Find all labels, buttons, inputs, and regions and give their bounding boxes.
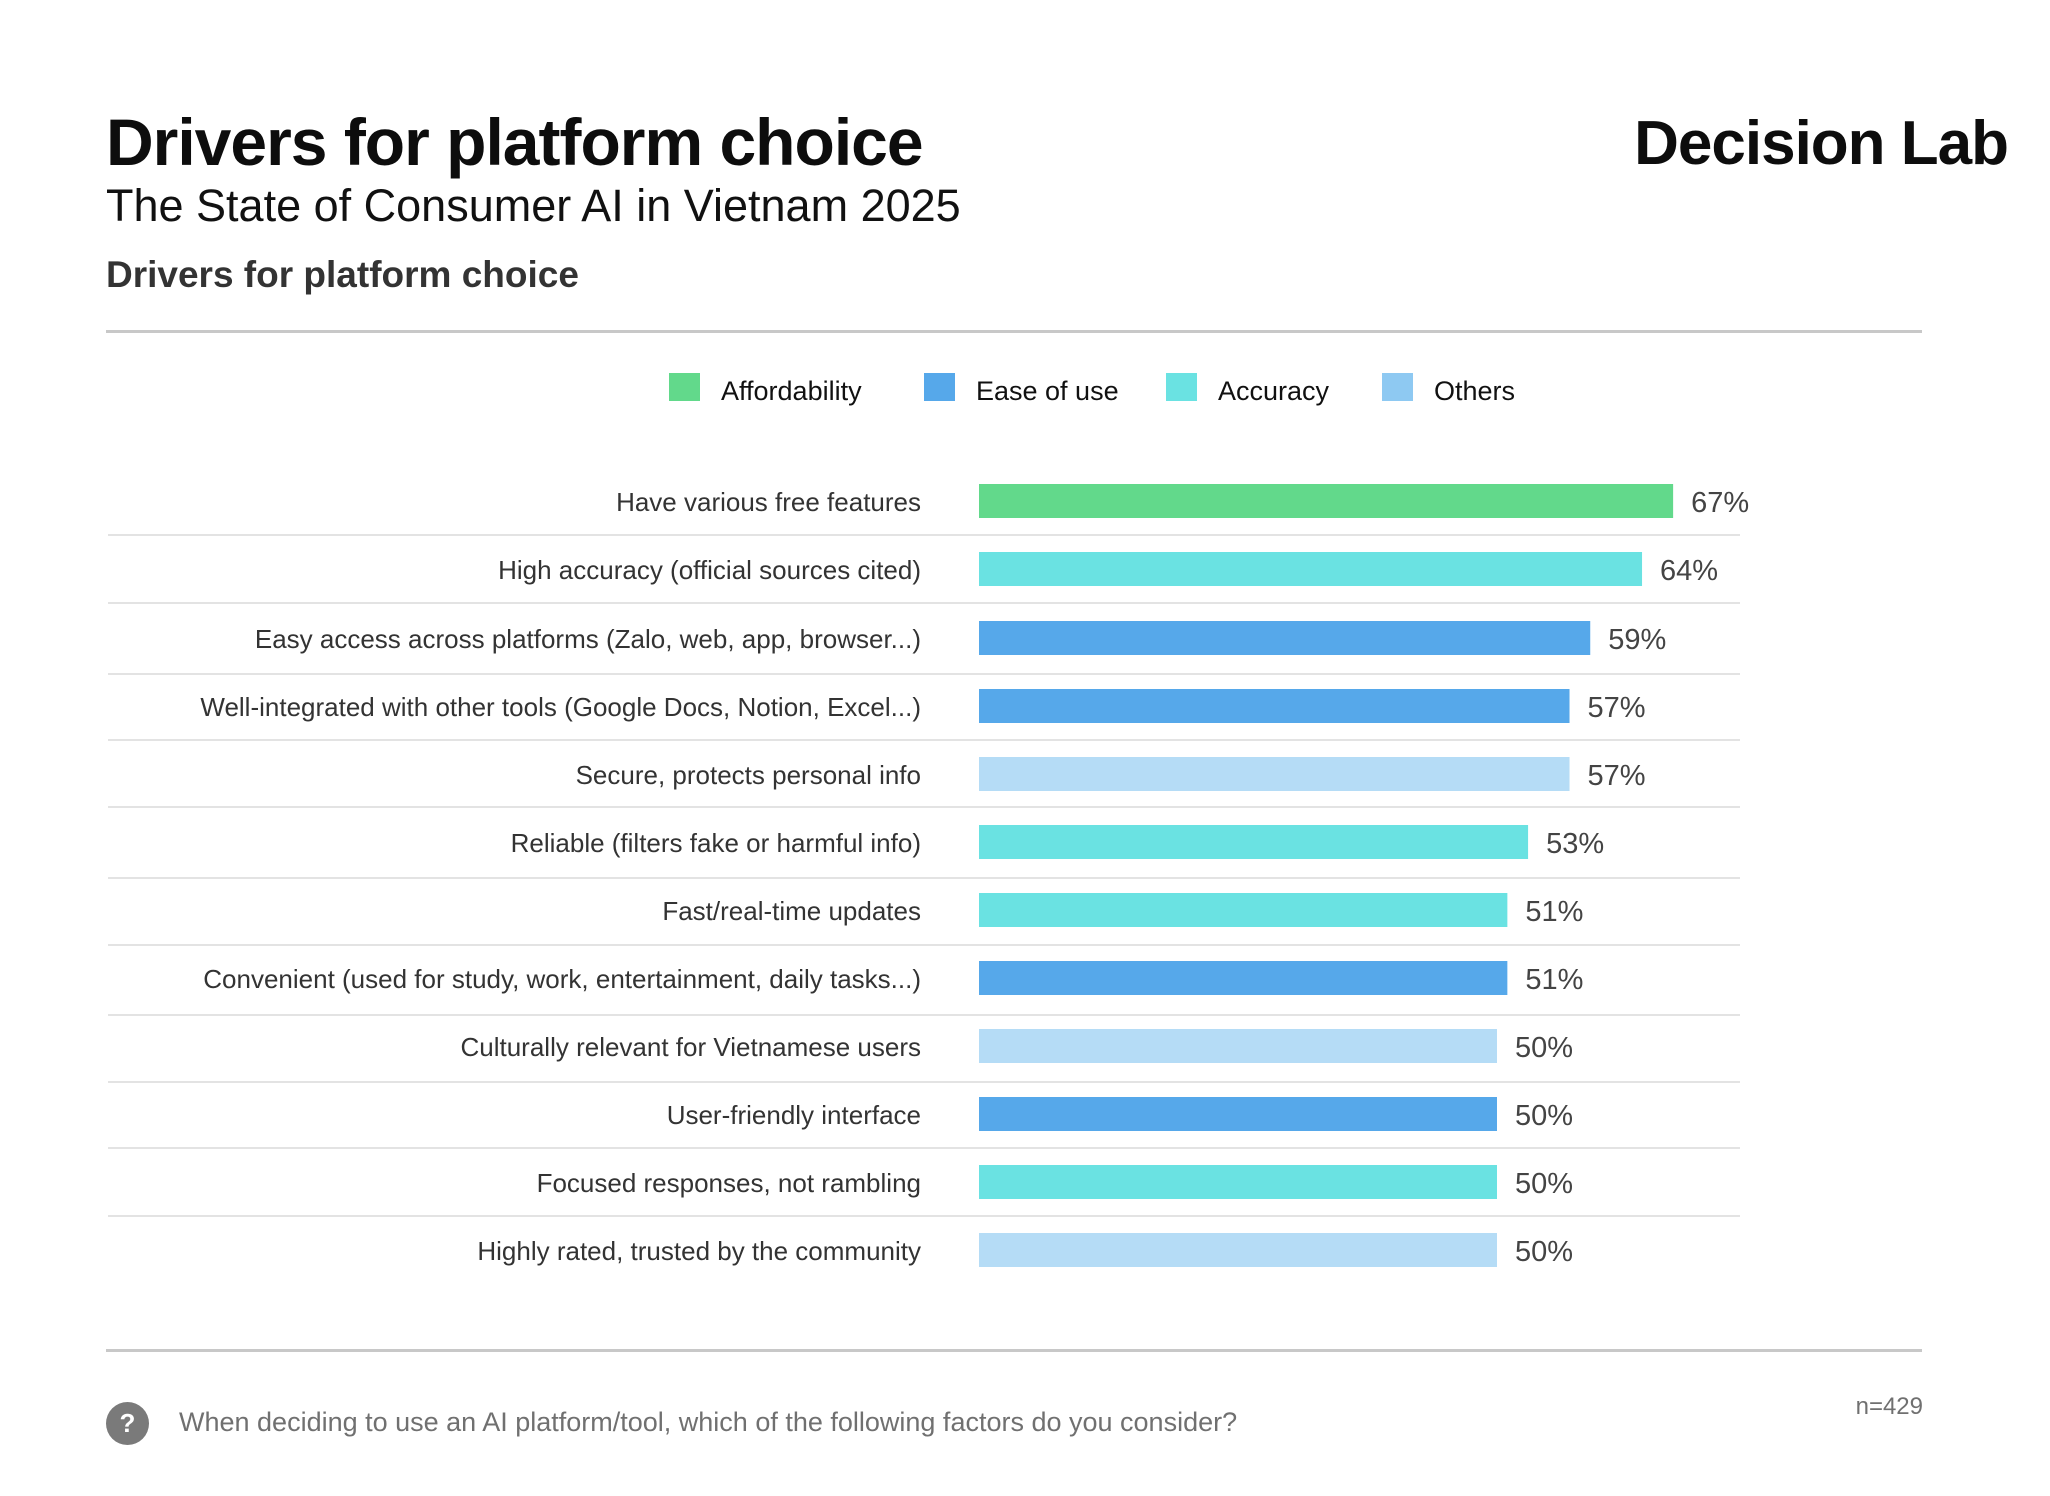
value-label: 67% xyxy=(1691,487,1749,519)
page-subtitle: The State of Consumer AI in Vietnam 2025 xyxy=(106,180,961,231)
category-label: Convenient (used for study, work, entert… xyxy=(203,964,921,994)
bar-highly-rated-trusted-by-the-community xyxy=(979,1233,1497,1267)
top-divider xyxy=(106,330,1922,333)
page-title: Drivers for platform choice xyxy=(106,105,924,179)
bar-high-accuracy-official-sources-cited xyxy=(979,552,1643,586)
bar-have-various-free-features xyxy=(979,484,1674,518)
legend-label-others: Others xyxy=(1434,376,1515,406)
legend-label-accuracy: Accuracy xyxy=(1218,376,1330,406)
category-label: Highly rated, trusted by the community xyxy=(477,1236,921,1266)
legend-label-ease-of-use: Ease of use xyxy=(976,376,1119,406)
value-label: 50% xyxy=(1515,1168,1573,1200)
category-label: Easy access across platforms (Zalo, web,… xyxy=(255,624,921,654)
category-label: Secure, protects personal info xyxy=(576,760,921,790)
bar-well-integrated-with-other-tools-google-docs-notion-excel xyxy=(979,689,1570,723)
bar-easy-access-across-platforms-zalo-web-app-browser xyxy=(979,621,1591,655)
sample-size: n=429 xyxy=(1855,1393,1923,1420)
value-label: 51% xyxy=(1525,964,1583,996)
legend-swatch-others xyxy=(1382,373,1413,401)
bar-secure-protects-personal-info xyxy=(979,757,1570,791)
category-label: Culturally relevant for Vietnamese users xyxy=(460,1032,921,1062)
value-label: 53% xyxy=(1546,828,1604,860)
legend-label-affordability: Affordability xyxy=(721,376,862,406)
bar-reliable-filters-fake-or-harmful-info xyxy=(979,825,1529,859)
value-label: 50% xyxy=(1515,1032,1573,1064)
brand-logo: Decision Lab xyxy=(1634,109,2009,178)
category-label: Reliable (filters fake or harmful info) xyxy=(511,828,921,858)
category-label: High accuracy (official sources cited) xyxy=(498,555,921,585)
category-label: Focused responses, not rambling xyxy=(537,1168,921,1198)
chart-rows: Have various free features 67% High accura… xyxy=(108,484,1749,1268)
value-label: 57% xyxy=(1588,692,1646,724)
bar-culturally-relevant-for-vietnamese-users xyxy=(979,1029,1497,1063)
category-label: Fast/real-time updates xyxy=(662,896,921,926)
chart-title: Drivers for platform choice xyxy=(106,254,579,295)
chart-legend: Affordability Ease of use Accuracy Others xyxy=(669,373,1515,406)
legend-swatch-ease-of-use xyxy=(924,373,955,401)
bottom-divider xyxy=(106,1349,1922,1352)
bar-user-friendly-interface xyxy=(979,1097,1497,1131)
legend-swatch-affordability xyxy=(669,373,700,401)
category-label: User-friendly interface xyxy=(667,1100,921,1130)
bar-fast-real-time-updates xyxy=(979,893,1508,927)
category-label: Have various free features xyxy=(616,487,921,517)
legend-swatch-accuracy xyxy=(1166,373,1197,401)
category-label: Well-integrated with other tools (Google… xyxy=(200,692,921,722)
value-label: 57% xyxy=(1588,760,1646,792)
bar-focused-responses-not-rambling xyxy=(979,1165,1497,1199)
bar-convenient-used-for-study-work-entertainment-daily-tasks xyxy=(979,961,1508,995)
bar-chart: Affordability Ease of use Accuracy Others H… xyxy=(108,373,1749,1268)
value-label: 50% xyxy=(1515,1100,1573,1132)
value-label: 64% xyxy=(1660,555,1718,587)
value-label: 59% xyxy=(1608,624,1666,656)
value-label: 50% xyxy=(1515,1236,1573,1268)
value-label: 51% xyxy=(1525,896,1583,928)
question-icon: ? xyxy=(106,1402,149,1445)
survey-question: When deciding to use an AI platform/tool… xyxy=(179,1407,1238,1437)
